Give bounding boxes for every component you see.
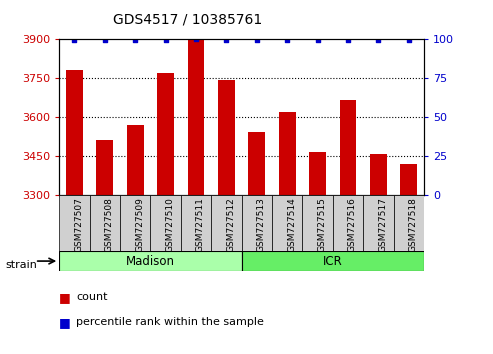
- Text: GSM727508: GSM727508: [105, 198, 114, 252]
- Bar: [97, 140, 113, 195]
- Bar: [400, 164, 417, 195]
- Bar: [157, 73, 174, 195]
- Text: ■: ■: [59, 316, 71, 329]
- Bar: [242, 195, 272, 253]
- Bar: [242, 251, 424, 271]
- Bar: [127, 125, 143, 195]
- Point: [192, 36, 200, 42]
- Text: GSM727507: GSM727507: [74, 198, 83, 252]
- Text: GSM727511: GSM727511: [196, 198, 205, 252]
- Text: GSM727513: GSM727513: [257, 198, 266, 252]
- Bar: [218, 80, 235, 195]
- Text: GSM727509: GSM727509: [135, 198, 144, 252]
- Text: percentile rank within the sample: percentile rank within the sample: [76, 317, 264, 327]
- Bar: [302, 195, 333, 253]
- Bar: [150, 195, 181, 253]
- Bar: [120, 195, 150, 253]
- Point: [70, 38, 78, 43]
- Text: ■: ■: [59, 291, 71, 304]
- Point: [344, 38, 352, 43]
- Point: [283, 38, 291, 43]
- Bar: [393, 195, 424, 253]
- Text: GSM727516: GSM727516: [348, 198, 357, 252]
- Text: ICR: ICR: [323, 255, 343, 268]
- Text: GSM727518: GSM727518: [409, 198, 418, 252]
- Text: Madison: Madison: [126, 255, 175, 268]
- Bar: [90, 195, 120, 253]
- Bar: [309, 152, 326, 195]
- Text: strain: strain: [5, 260, 37, 270]
- Bar: [279, 112, 295, 195]
- Bar: [59, 251, 242, 271]
- Text: GDS4517 / 10385761: GDS4517 / 10385761: [113, 12, 262, 27]
- Text: GSM727517: GSM727517: [379, 198, 387, 252]
- Bar: [211, 195, 242, 253]
- Point: [253, 38, 261, 43]
- Bar: [59, 195, 90, 253]
- Bar: [272, 195, 302, 253]
- Bar: [340, 100, 356, 195]
- Text: count: count: [76, 292, 108, 302]
- Point: [131, 38, 139, 43]
- Point: [162, 38, 170, 43]
- Point: [314, 38, 321, 43]
- Bar: [66, 70, 83, 195]
- Bar: [181, 195, 211, 253]
- Point: [222, 38, 230, 43]
- Bar: [248, 132, 265, 195]
- Bar: [333, 195, 363, 253]
- Point: [101, 38, 108, 43]
- Bar: [363, 195, 393, 253]
- Point: [405, 38, 413, 43]
- Text: GSM727515: GSM727515: [317, 198, 326, 252]
- Bar: [188, 40, 204, 195]
- Text: GSM727512: GSM727512: [226, 198, 235, 252]
- Bar: [370, 154, 387, 195]
- Point: [375, 38, 383, 43]
- Text: GSM727510: GSM727510: [166, 198, 175, 252]
- Text: GSM727514: GSM727514: [287, 198, 296, 252]
